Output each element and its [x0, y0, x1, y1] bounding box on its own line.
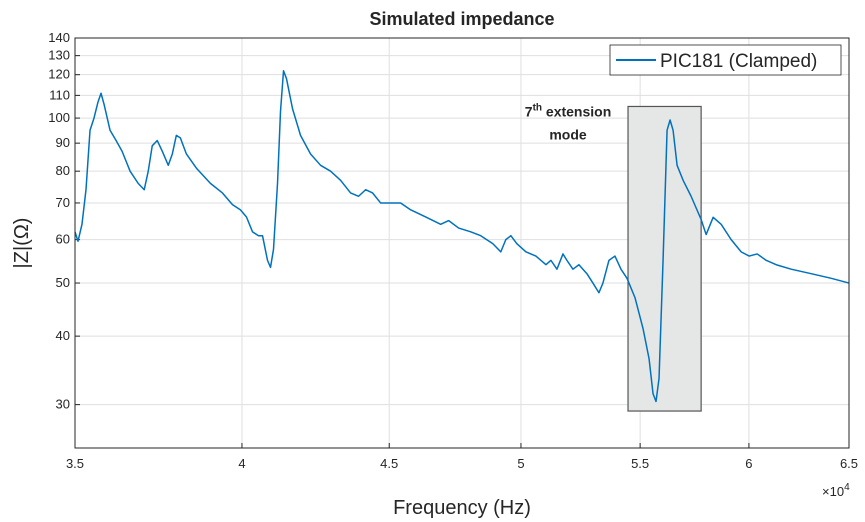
y-tick-label: 130 — [48, 48, 70, 63]
annotation: mode — [549, 126, 587, 142]
x-tick-label: 6.5 — [840, 456, 858, 471]
annotation-superscript: th — [533, 102, 542, 113]
x-exponent: ×104 — [822, 482, 850, 499]
y-tick-label: 100 — [48, 110, 70, 125]
x-tick-label: 6 — [745, 456, 752, 471]
x-tick-label: 5.5 — [631, 456, 649, 471]
y-tick-label: 30 — [56, 397, 70, 412]
y-tick-label: 40 — [56, 328, 70, 343]
x-tick-label: 5 — [517, 456, 524, 471]
y-tick-label: 70 — [56, 195, 70, 210]
exponent-base: ×10 — [822, 484, 844, 499]
y-tick-label: 120 — [48, 67, 70, 82]
axes-box — [74, 37, 850, 449]
x-tick-label: 4 — [238, 456, 245, 471]
x-tick-label: 3.5 — [66, 456, 84, 471]
annotation-text: extension — [542, 103, 611, 119]
highlight-box — [627, 105, 702, 412]
x-tick-label: 4.5 — [380, 456, 398, 471]
y-tick-label: 90 — [56, 135, 70, 150]
data-line — [74, 70, 850, 403]
plot-area — [75, 38, 849, 448]
legend-label: PIC181 (Clamped) — [660, 51, 817, 72]
chart-title: Simulated impedance — [369, 9, 554, 29]
y-tick-label: 60 — [56, 232, 70, 247]
y-tick-label: 140 — [48, 30, 70, 45]
exponent-power: 4 — [844, 482, 850, 493]
y-tick-label: 110 — [49, 87, 70, 102]
annotation: 7th extension — [525, 102, 612, 119]
y-axis-label: |Z|(Ω) — [11, 218, 33, 269]
y-tick-label: 80 — [56, 163, 70, 178]
x-axis-label: Frequency (Hz) — [393, 497, 531, 519]
y-tick-label: 50 — [56, 275, 70, 290]
annotation-number: 7 — [525, 103, 533, 119]
